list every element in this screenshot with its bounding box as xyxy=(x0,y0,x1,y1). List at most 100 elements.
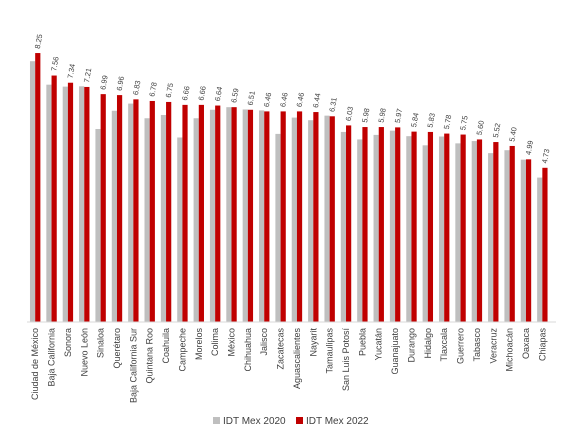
data-label: 6.66 xyxy=(196,85,207,101)
bar-2020-21 xyxy=(373,134,379,322)
bar-2020-18 xyxy=(324,115,330,322)
category-label: Colima xyxy=(210,328,220,356)
bar-2022-31 xyxy=(542,167,548,322)
category-label: Guanajuato xyxy=(390,328,400,375)
data-label: 6.59 xyxy=(229,88,240,104)
bar-2022-19 xyxy=(346,125,352,322)
category-label: Chiapas xyxy=(537,328,547,362)
category-label: Aguascalientes xyxy=(292,328,302,390)
data-label: 5.83 xyxy=(426,112,437,128)
bar-2022-0 xyxy=(35,53,41,323)
data-label: 4.73 xyxy=(540,148,551,164)
category-label: Durango xyxy=(406,328,416,363)
category-label: San Luis Potosí xyxy=(341,328,351,392)
data-label: 6.75 xyxy=(164,82,175,98)
bar-2020-30 xyxy=(520,159,526,322)
bar-2020-19 xyxy=(340,131,347,322)
category-label: Oaxaca xyxy=(521,328,531,359)
bar-2020-25 xyxy=(438,136,445,322)
bar-2020-7 xyxy=(144,118,150,322)
bar-2022-7 xyxy=(149,100,155,322)
data-label: 5.60 xyxy=(475,120,486,136)
category-label: Querétaro xyxy=(112,328,122,369)
bar-2022-1 xyxy=(51,75,57,322)
bar-2022-6 xyxy=(133,99,139,322)
bar-2022-25 xyxy=(444,133,450,322)
category-label: Baja California Sur xyxy=(128,328,138,403)
bar-2020-24 xyxy=(422,145,428,322)
bar-2022-2 xyxy=(67,82,74,322)
data-label: 5.98 xyxy=(376,107,387,123)
category-label: Nayarit xyxy=(308,328,318,357)
bar-2020-0 xyxy=(29,61,36,322)
bar-2022-11 xyxy=(215,105,221,322)
bar-2022-9 xyxy=(182,104,188,322)
bar-2020-15 xyxy=(275,133,281,322)
data-label: 6.78 xyxy=(147,81,158,97)
bar-2022-15 xyxy=(280,111,286,323)
legend: IDT Mex 2020 IDT Mex 2022 xyxy=(213,416,369,427)
category-label: Veracruz xyxy=(488,328,498,364)
data-label: 6.96 xyxy=(115,75,126,91)
bar-2022-24 xyxy=(427,131,434,322)
category-label: Quintana Roo xyxy=(145,328,155,384)
data-label: 6.46 xyxy=(295,92,306,108)
category-label: Puebla xyxy=(357,328,367,356)
category-label: Sonora xyxy=(63,328,73,357)
bar-2020-23 xyxy=(406,136,412,322)
bar-2020-5 xyxy=(111,110,117,322)
data-labels-group: 8.25 7.56 7.34 7.21 6.99 6.96 6.83 6.78 6.75 6.66… xyxy=(33,33,552,164)
bar-2022-14 xyxy=(264,111,270,323)
bar-2020-3 xyxy=(79,86,85,322)
bar-2022-13 xyxy=(247,109,254,323)
data-label: 6.31 xyxy=(327,97,338,113)
bar-2020-1 xyxy=(46,84,52,322)
data-label: 8.25 xyxy=(33,33,44,49)
data-label: 6.44 xyxy=(311,92,322,108)
bar-2022-30 xyxy=(525,159,532,322)
bar-2020-28 xyxy=(488,153,494,322)
bar-2022-12 xyxy=(231,107,237,322)
category-label: Tlaxcala xyxy=(439,328,449,362)
category-label: Campeche xyxy=(177,328,187,372)
bar-2022-4 xyxy=(100,94,106,322)
bar-2020-27 xyxy=(471,141,477,322)
data-label: 6.66 xyxy=(180,85,191,101)
legend-swatch-2020 xyxy=(213,417,220,424)
data-label: 5.40 xyxy=(507,126,518,142)
category-label: Morelos xyxy=(194,328,204,361)
data-label: 6.51 xyxy=(246,90,257,106)
legend-label-2022: IDT Mex 2022 xyxy=(306,416,369,427)
bar-2020-9 xyxy=(177,137,183,322)
bar-2022-10 xyxy=(198,104,204,322)
bar-2022-28 xyxy=(493,142,499,322)
bar-2020-2 xyxy=(62,86,68,322)
legend-label-2020: IDT Mex 2020 xyxy=(223,416,286,427)
bar-2020-4 xyxy=(95,129,101,322)
data-label: 4.99 xyxy=(524,140,535,156)
bar-2020-12 xyxy=(226,107,232,322)
bar-2020-26 xyxy=(455,143,461,322)
bar-2020-31 xyxy=(537,177,543,322)
bar-2020-10 xyxy=(193,118,199,322)
data-label: 5.98 xyxy=(360,107,371,123)
bar-2022-3 xyxy=(84,86,90,322)
category-label: Tamaulipas xyxy=(325,328,335,374)
data-label: 5.97 xyxy=(393,108,404,124)
category-labels-group: Ciudad de México Baja California Sonora Nue… xyxy=(30,328,547,404)
data-label: 5.78 xyxy=(442,114,453,130)
bar-2020-11 xyxy=(209,109,216,323)
category-label: Sinaloa xyxy=(96,328,106,358)
bar-2022-5 xyxy=(116,95,123,322)
bar-2020-14 xyxy=(259,110,265,323)
bar-2022-23 xyxy=(411,131,417,322)
category-label: México xyxy=(227,328,237,357)
data-label: 5.84 xyxy=(409,112,420,128)
data-label: 6.46 xyxy=(262,92,273,108)
bar-2022-16 xyxy=(296,111,303,323)
bars-group xyxy=(29,53,548,323)
data-label: 5.52 xyxy=(491,122,502,138)
bar-2022-29 xyxy=(509,145,515,322)
category-label: Jalisco xyxy=(259,328,269,356)
bar-2022-22 xyxy=(395,127,401,322)
